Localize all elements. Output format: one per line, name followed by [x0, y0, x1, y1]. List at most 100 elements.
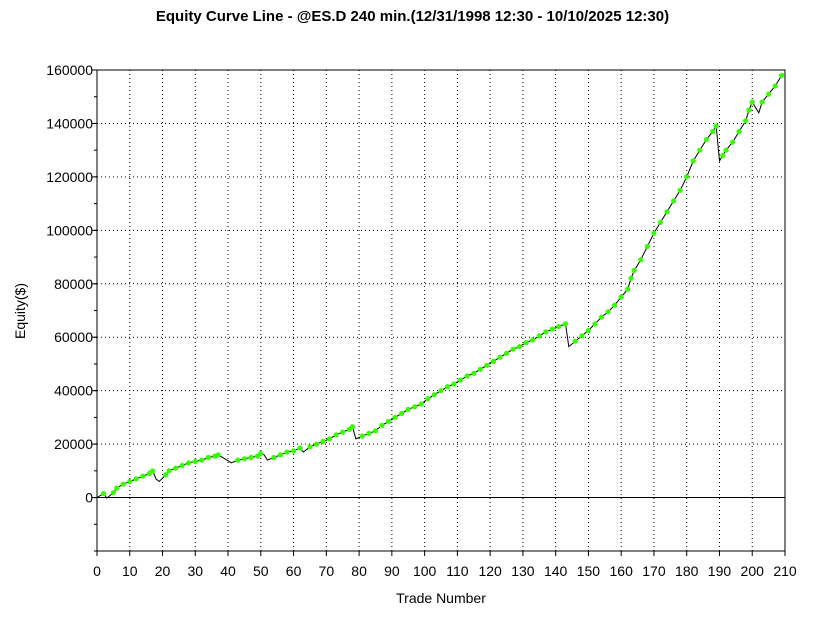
winning-trade-marker [631, 267, 637, 273]
winning-trade-marker [445, 384, 451, 390]
winning-trade-marker [327, 436, 333, 442]
winning-trade-marker [562, 321, 569, 327]
winning-trade-marker [503, 350, 510, 356]
winning-trade-marker [418, 401, 424, 407]
winning-trade-marker [150, 468, 156, 474]
winning-trade-marker [291, 448, 297, 454]
winning-trade-marker [173, 465, 179, 471]
winning-trade-marker [464, 373, 470, 379]
winning-trade-marker [605, 309, 611, 315]
winning-trade-marker [307, 444, 313, 450]
x-tick-label: 0 [93, 563, 101, 579]
winning-trade-marker [215, 452, 221, 458]
winning-trade-marker [133, 476, 139, 482]
winning-trade-marker [684, 174, 690, 180]
winning-trade-marker [644, 243, 651, 249]
winning-trade-marker [585, 327, 592, 334]
x-tick-label: 110 [446, 563, 469, 579]
winning-trade-marker [549, 326, 556, 332]
winning-trade-marker [517, 344, 523, 350]
winning-trade-marker [697, 147, 703, 153]
winning-trade-marker [638, 257, 644, 263]
winning-trade-marker [612, 302, 618, 308]
winning-trade-marker [425, 396, 431, 402]
x-tick-label: 200 [741, 563, 765, 579]
y-tick-label: 80000 [54, 276, 93, 292]
x-tick-label: 100 [413, 563, 437, 579]
winning-trade-marker [536, 333, 542, 339]
y-tick-label: 40000 [54, 383, 93, 399]
winning-trade-marker [163, 472, 169, 478]
winning-trade-marker [598, 314, 605, 320]
x-tick-label: 150 [577, 563, 601, 579]
winning-trade-marker [284, 449, 290, 455]
y-tick-label: 20000 [54, 436, 93, 452]
winning-trade-marker [366, 430, 372, 436]
y-tick-label: 0 [85, 490, 93, 506]
x-tick-label: 70 [319, 563, 335, 579]
winning-trade-marker [205, 454, 211, 461]
winning-trade-marker [235, 457, 241, 463]
winning-trade-marker [451, 381, 457, 387]
winning-trade-marker [720, 152, 726, 159]
winning-trade-marker [271, 454, 277, 461]
winning-trade-marker [625, 286, 631, 292]
winning-trade-marker [127, 478, 133, 485]
y-axis: 0 20000 40000 60000 80000 100000 120000 140000 1… [46, 62, 97, 552]
winning-trade-marker [179, 462, 185, 469]
winning-trade-marker [241, 456, 247, 462]
winning-trade-marker [723, 147, 729, 153]
y-tick-label: 160000 [46, 62, 93, 78]
winning-trade-marker [572, 338, 578, 344]
winning-trade-marker [579, 333, 585, 339]
winning-trade-marker [703, 136, 710, 143]
winning-trade-marker [618, 294, 624, 300]
y-tick-label: 140000 [46, 115, 93, 131]
winning-trade-marker [490, 358, 496, 364]
winning-trade-marker [743, 118, 749, 124]
winning-trade-marker [349, 424, 356, 430]
winning-trade-marker [320, 438, 326, 444]
winning-trade-marker [438, 388, 444, 394]
winning-trade-marker [199, 457, 205, 463]
x-tick-label: 190 [708, 563, 732, 579]
x-tick-label: 60 [286, 563, 302, 579]
winning-trade-marker [248, 454, 254, 461]
winning-trade-marker [101, 490, 107, 497]
winning-trade-marker [333, 432, 339, 438]
x-tick-label: 10 [122, 563, 138, 579]
winning-trade-marker [730, 139, 736, 145]
x-tick-label: 130 [511, 563, 535, 579]
winning-trade-marker [746, 107, 752, 113]
x-axis: 0 10 20 30 40 50 60 70 80 90 100 110 120 130 140 150 160… [93, 551, 797, 579]
winning-trade-marker [186, 460, 192, 466]
winning-trade-marker [543, 329, 549, 335]
x-tick-label: 120 [478, 563, 502, 579]
x-tick-label: 170 [642, 563, 666, 579]
winning-trade-marker [710, 128, 716, 135]
winning-trade-marker [379, 422, 385, 428]
winning-trade-marker [471, 370, 477, 376]
winning-trade-marker [277, 452, 284, 458]
winning-trade-marker [359, 433, 365, 439]
winning-trade-marker [405, 406, 411, 412]
x-tick-label: 80 [351, 563, 367, 579]
winning-trade-marker [458, 377, 464, 383]
x-tick-label: 90 [384, 563, 400, 579]
x-tick-label: 210 [773, 563, 797, 579]
y-tick-label: 60000 [54, 329, 93, 345]
plot-background [97, 70, 785, 551]
winning-trade-marker [192, 458, 198, 465]
winning-trade-marker [392, 414, 398, 420]
x-tick-label: 160 [610, 563, 634, 579]
x-tick-label: 30 [187, 563, 203, 579]
winning-trade-marker [340, 429, 346, 435]
winning-trade-marker [372, 428, 379, 434]
y-tick-label: 100000 [46, 222, 93, 238]
x-tick-label: 180 [675, 563, 699, 579]
winning-trade-marker [386, 418, 392, 424]
x-axis-title: Trade Number [396, 590, 486, 606]
winning-trade-marker [140, 473, 146, 479]
winning-trade-marker [530, 337, 536, 343]
